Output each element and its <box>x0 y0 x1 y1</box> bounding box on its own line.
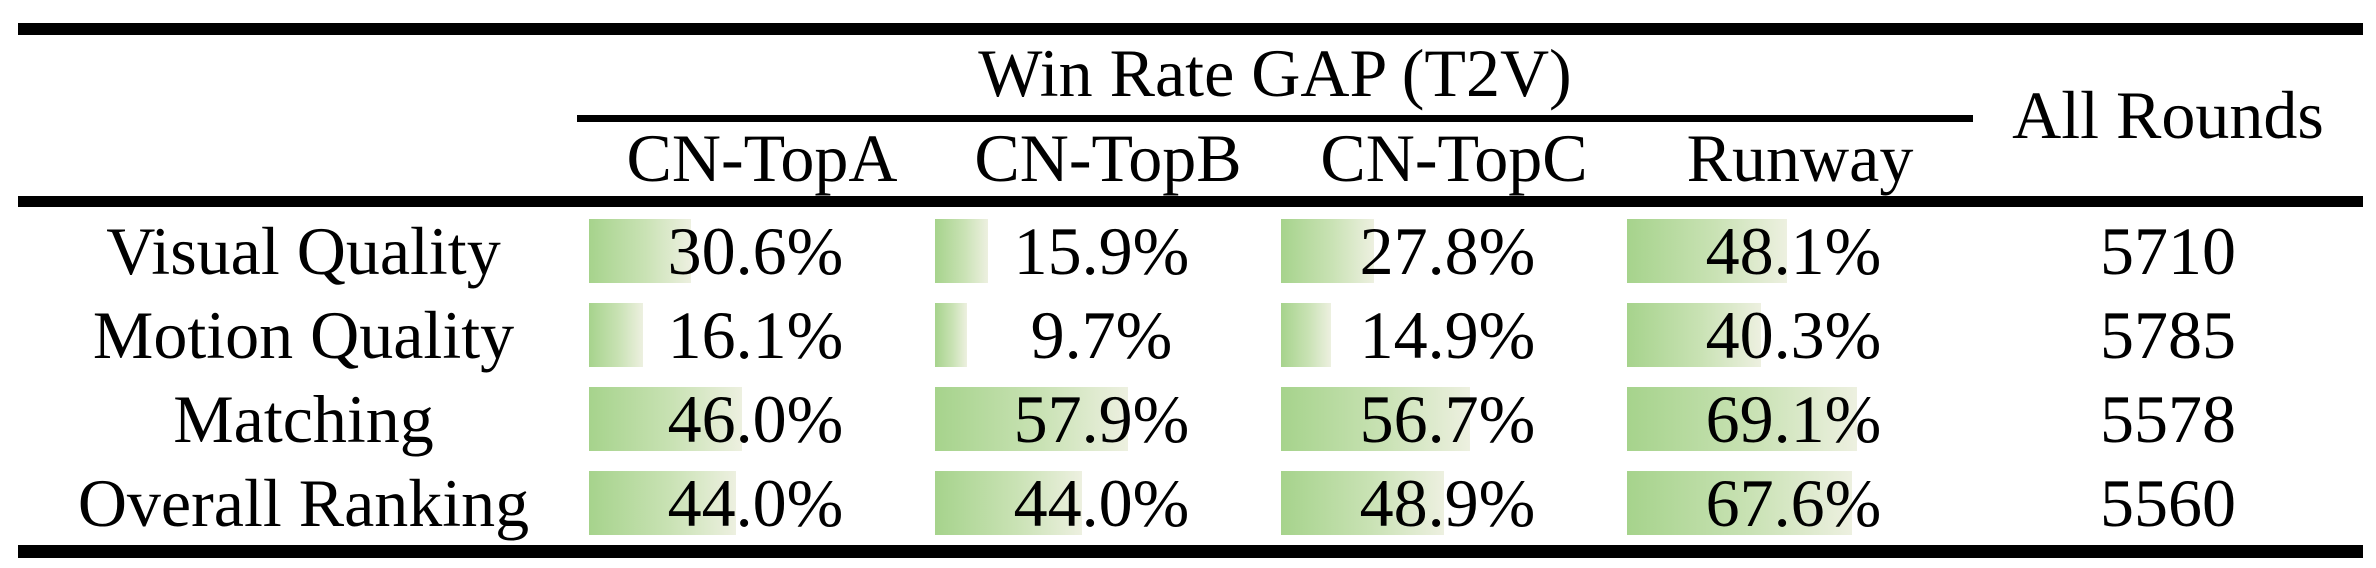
column-header-cn-topc: CN-TopC <box>1320 120 1588 196</box>
win-rate-value: 14.9% <box>1359 297 1536 373</box>
win-rate-value: 40.3% <box>1705 297 1882 373</box>
table-bottom-rule <box>18 545 2363 558</box>
win-rate-bar <box>589 471 736 535</box>
table-cell: 15.9% <box>935 209 1268 293</box>
row-label: Motion Quality <box>92 297 515 373</box>
column-header-cn-topb: CN-TopB <box>974 120 1242 196</box>
win-rate-value: 30.6% <box>667 213 844 289</box>
table-cell: 67.6% <box>1627 461 1960 545</box>
table-cell: 30.6% <box>589 209 922 293</box>
table-row-visual-quality: Visual Quality 30.6% 15.9% 27.8% 48.1% 5… <box>0 209 2376 293</box>
win-rate-value: 46.0% <box>667 381 844 457</box>
table-cell: 56.7% <box>1281 377 1614 461</box>
win-rate-bar <box>1627 303 1762 367</box>
win-rate-value: 15.9% <box>1013 213 1190 289</box>
table-cell: 48.1% <box>1627 209 1960 293</box>
win-rate-bar <box>935 471 1082 535</box>
group-header-underline-rule <box>577 115 1973 122</box>
win-rate-bar <box>1627 387 1858 451</box>
win-rate-value: 67.6% <box>1705 465 1882 541</box>
table-cell: 27.8% <box>1281 209 1614 293</box>
row-label: Overall Ranking <box>77 465 530 541</box>
table-row-motion-quality: Motion Quality 16.1% 9.7% 14.9% 40.3% 57… <box>0 293 2376 377</box>
table-header-rule <box>18 196 2363 207</box>
table-row-overall-ranking: Overall Ranking 44.0% 44.0% 48.9% 67.6% … <box>0 461 2376 545</box>
win-rate-bar <box>935 387 1128 451</box>
all-rounds-value: 5710 <box>2100 213 2236 289</box>
win-rate-value: 69.1% <box>1705 381 1882 457</box>
win-rate-value: 56.7% <box>1359 381 1536 457</box>
win-rate-value: 48.1% <box>1705 213 1882 289</box>
win-rate-value: 44.0% <box>1013 465 1190 541</box>
win-rate-bar <box>589 219 691 283</box>
table-cell: 48.9% <box>1281 461 1614 545</box>
win-rate-bar <box>1281 303 1331 367</box>
win-rate-bar <box>1627 219 1788 283</box>
win-rate-value: 48.9% <box>1359 465 1536 541</box>
win-rate-bar <box>1627 471 1853 535</box>
row-label: Matching <box>173 381 434 457</box>
table-cell: 40.3% <box>1627 293 1960 377</box>
column-header-runway: Runway <box>1686 120 1914 196</box>
column-header-cn-topa: CN-TopA <box>626 120 898 196</box>
table-cell: 46.0% <box>589 377 922 461</box>
win-rate-bar <box>1281 219 1374 283</box>
table-cell: 44.0% <box>589 461 922 545</box>
column-header-all-rounds: All Rounds <box>2012 77 2324 153</box>
group-header-win-rate-gap: Win Rate GAP (T2V) <box>978 35 1572 111</box>
win-rate-bar <box>589 303 643 367</box>
table-cell: 69.1% <box>1627 377 1960 461</box>
win-rate-bar <box>935 303 968 367</box>
win-rate-bar <box>935 219 988 283</box>
table-cell: 16.1% <box>589 293 922 377</box>
win-rate-value: 44.0% <box>667 465 844 541</box>
all-rounds-value: 5578 <box>2100 381 2236 457</box>
table-top-rule <box>18 23 2363 35</box>
table-cell: 57.9% <box>935 377 1268 461</box>
win-rate-bar <box>1281 387 1470 451</box>
all-rounds-value: 5560 <box>2100 465 2236 541</box>
row-label: Visual Quality <box>106 213 501 289</box>
all-rounds-value: 5785 <box>2100 297 2236 373</box>
win-rate-bar <box>589 387 743 451</box>
table-cell: 44.0% <box>935 461 1268 545</box>
win-rate-value: 27.8% <box>1359 213 1536 289</box>
win-rate-value: 57.9% <box>1013 381 1190 457</box>
table-cell: 9.7% <box>935 293 1268 377</box>
win-rate-bar <box>1281 471 1444 535</box>
win-rate-value: 9.7% <box>1030 297 1173 373</box>
table-row-matching: Matching 46.0% 57.9% 56.7% 69.1% 5578 <box>0 377 2376 461</box>
table-cell: 14.9% <box>1281 293 1614 377</box>
win-rate-value: 16.1% <box>667 297 844 373</box>
